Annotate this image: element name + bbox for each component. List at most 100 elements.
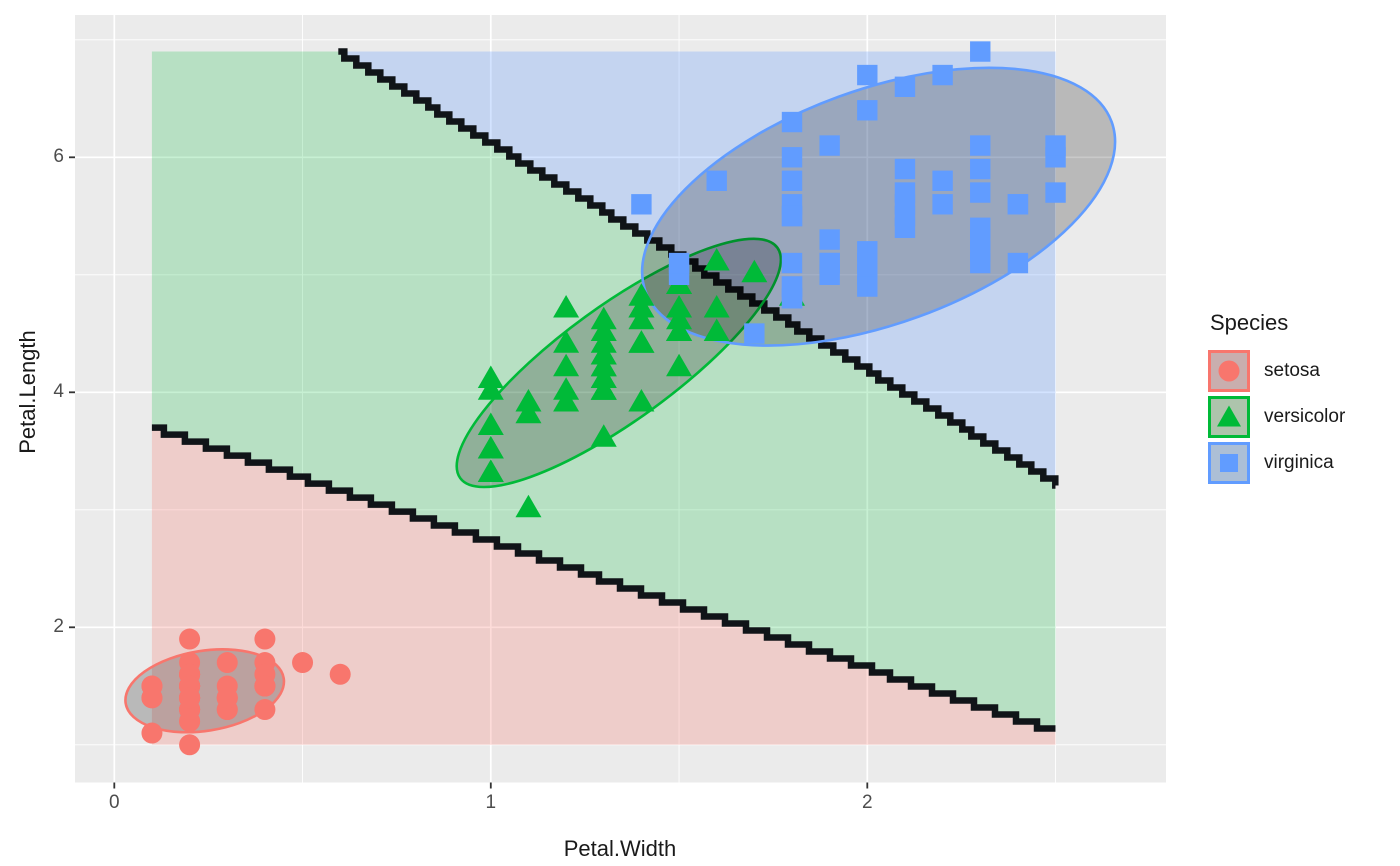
point-versicolor	[553, 330, 580, 353]
decision-boundary-setosa-versicolor	[151, 424, 1056, 732]
point-virginica	[970, 158, 991, 180]
legend-item-setosa: setosa	[1208, 350, 1345, 392]
point-setosa	[254, 628, 276, 650]
point-versicolor	[628, 295, 655, 318]
point-versicolor	[590, 353, 617, 377]
legend: Species setosa versicolor virginica	[1208, 310, 1345, 488]
x-tick-label-1: 1	[485, 792, 497, 813]
legend-item-label: virginica	[1264, 452, 1334, 473]
point-virginica	[894, 158, 916, 180]
legend-item-label: versicolor	[1264, 406, 1346, 427]
legend-title: Species	[1210, 310, 1289, 335]
legend-key-setosa	[1208, 350, 1250, 392]
point-versicolor	[628, 330, 655, 353]
point-virginica	[857, 100, 878, 121]
point-versicolor	[515, 494, 542, 518]
point-virginica	[970, 241, 991, 262]
point-setosa	[329, 663, 351, 685]
point-virginica	[970, 41, 991, 62]
point-virginica	[781, 111, 803, 133]
point-versicolor	[628, 389, 655, 412]
point-setosa	[254, 699, 276, 721]
point-virginica	[781, 252, 803, 274]
point-versicolor	[666, 353, 693, 377]
square-icon	[1220, 454, 1238, 472]
point-versicolor	[666, 306, 693, 330]
point-versicolor	[515, 400, 542, 424]
point-versicolor	[590, 306, 617, 330]
point-versicolor	[703, 318, 730, 342]
point-versicolor	[590, 377, 617, 400]
point-virginica	[857, 276, 878, 297]
point-versicolor	[477, 459, 504, 483]
confidence-ellipse-setosa	[124, 648, 286, 734]
point-virginica	[970, 135, 991, 156]
point-versicolor	[477, 365, 504, 389]
decision-boundary-versicolor-virginica	[338, 48, 1059, 489]
point-versicolor	[703, 295, 730, 318]
point-setosa	[216, 687, 238, 709]
x-tick-label-0: 0	[109, 792, 120, 813]
point-setosa	[179, 734, 201, 756]
point-versicolor	[477, 377, 504, 400]
point-setosa	[254, 675, 276, 697]
point-versicolor	[553, 389, 580, 412]
point-versicolor	[477, 412, 504, 436]
point-versicolor	[515, 389, 542, 412]
x-axis-title: Petal.Width	[563, 836, 677, 861]
triangle-icon	[1217, 405, 1241, 427]
point-virginica	[970, 217, 991, 238]
point-virginica	[894, 217, 916, 238]
point-virginica	[819, 264, 840, 285]
point-setosa	[179, 628, 201, 650]
point-virginica	[781, 147, 803, 168]
point-virginica	[1007, 194, 1029, 215]
point-versicolor	[553, 353, 580, 377]
point-virginica	[631, 194, 652, 215]
point-versicolor	[628, 283, 655, 306]
point-virginica	[1045, 182, 1066, 203]
y-tick-label-6: 6	[53, 146, 64, 168]
point-versicolor	[703, 248, 730, 271]
point-virginica	[1007, 252, 1029, 274]
point-setosa	[141, 687, 163, 709]
legend-item-label: setosa	[1264, 360, 1320, 381]
legend-item-versicolor: versicolor	[1208, 396, 1345, 438]
point-versicolor	[590, 365, 617, 389]
point-setosa	[141, 722, 163, 744]
point-setosa	[292, 652, 314, 674]
point-virginica	[1045, 135, 1066, 156]
point-virginica	[894, 194, 916, 215]
point-versicolor	[590, 342, 617, 365]
point-versicolor	[666, 318, 693, 342]
point-versicolor	[553, 377, 580, 400]
point-virginica	[819, 135, 840, 156]
point-virginica	[857, 64, 878, 86]
point-versicolor	[590, 330, 617, 353]
legend-key-versicolor	[1208, 396, 1250, 438]
point-virginica	[668, 252, 690, 274]
point-versicolor	[477, 436, 504, 459]
point-versicolor	[590, 424, 617, 447]
circle-icon	[1218, 360, 1240, 382]
point-virginica	[819, 229, 840, 250]
y-tick-label-2: 2	[53, 616, 64, 638]
point-virginica	[932, 64, 953, 86]
point-virginica	[706, 170, 727, 191]
point-virginica	[781, 288, 803, 309]
y-tick-label-4: 4	[53, 381, 64, 403]
point-virginica	[781, 170, 803, 191]
legend-items: setosa versicolor virginica	[1208, 350, 1345, 484]
point-versicolor	[666, 295, 693, 318]
point-virginica	[894, 76, 916, 97]
point-virginica	[932, 194, 953, 215]
point-virginica	[781, 205, 803, 227]
point-setosa	[179, 687, 201, 709]
legend-key-virginica	[1208, 442, 1250, 484]
point-versicolor	[628, 306, 655, 330]
x-tick-label-2: 2	[862, 792, 873, 813]
point-virginica	[857, 241, 878, 262]
point-virginica	[744, 323, 765, 344]
